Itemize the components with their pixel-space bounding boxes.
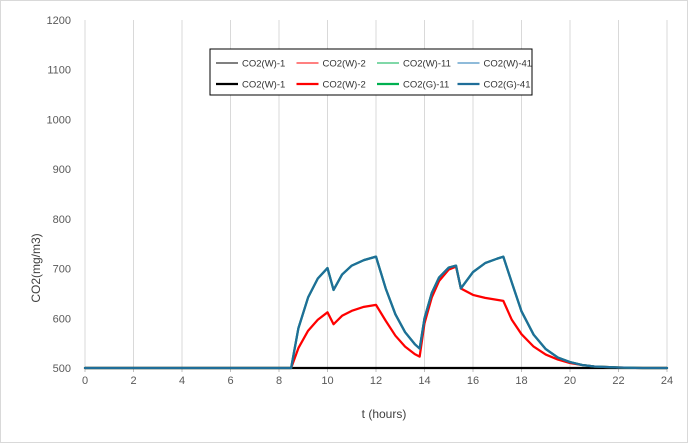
y-axis-title: CO2(mg/m3) bbox=[29, 233, 43, 302]
y-tick-label: 900 bbox=[53, 164, 71, 176]
y-tick-label: 1000 bbox=[47, 114, 71, 126]
legend-label: CO2(W)-1 bbox=[242, 59, 285, 70]
x-tick-label: 10 bbox=[321, 375, 333, 387]
y-tick-label: 600 bbox=[53, 313, 71, 325]
legend-box bbox=[209, 48, 533, 96]
series-lines bbox=[83, 255, 669, 370]
y-tick-label: 800 bbox=[53, 214, 71, 226]
y-tick-labels: 500 600 700 800 900 1000 1100 1200 bbox=[47, 15, 71, 375]
y-tick-label: 700 bbox=[53, 264, 71, 276]
x-axis-title: t (hours) bbox=[362, 407, 407, 421]
legend-label: CO2(W)-11 bbox=[403, 59, 451, 70]
y-tick-label: 500 bbox=[53, 363, 71, 375]
x-tick-label: 6 bbox=[227, 375, 233, 387]
x-tick-label: 4 bbox=[179, 375, 185, 387]
y-tick-label: 1200 bbox=[47, 15, 71, 27]
x-tick-label: 0 bbox=[82, 375, 88, 387]
x-tick-label: 14 bbox=[418, 375, 430, 387]
x-tick-label: 2 bbox=[130, 375, 136, 387]
x-tick-label: 18 bbox=[515, 375, 527, 387]
series-line bbox=[83, 265, 669, 370]
x-tick-label: 12 bbox=[370, 375, 382, 387]
legend: CO2(W)-1 CO2(W)-2 CO2(W)-11 CO2(W)-41 CO2(W)… bbox=[209, 48, 533, 96]
legend-label: CO2(G)-41 bbox=[484, 80, 531, 91]
legend-label: CO2(W)-1 bbox=[242, 80, 285, 91]
x-tick-label: 16 bbox=[467, 375, 479, 387]
legend-label: CO2(W)-41 bbox=[484, 59, 533, 70]
x-tick-labels: 0 2 4 6 8 10 12 14 16 18 20 22 24 bbox=[82, 375, 673, 387]
legend-label: CO2(W)-2 bbox=[323, 80, 366, 91]
x-tick-label: 8 bbox=[276, 375, 282, 387]
y-tick-label: 1100 bbox=[47, 65, 71, 77]
series-line bbox=[83, 255, 669, 370]
x-tick-label: 22 bbox=[612, 375, 624, 387]
legend-label: CO2(W)-2 bbox=[323, 59, 366, 70]
x-tick-label: 20 bbox=[564, 375, 576, 387]
legend-label: CO2(G)-11 bbox=[403, 80, 449, 91]
x-tick-label: 24 bbox=[661, 375, 673, 387]
